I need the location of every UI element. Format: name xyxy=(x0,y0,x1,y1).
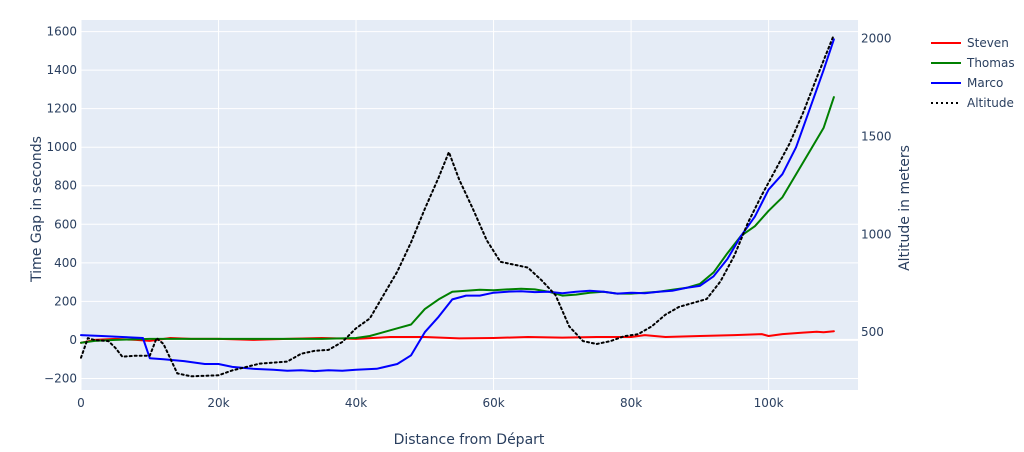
y2-tick-label: 500 xyxy=(861,325,884,339)
x-axis-title: Distance from Départ xyxy=(394,432,545,448)
y-tick-label: 1200 xyxy=(46,102,77,116)
y-tick-label: 0 xyxy=(69,333,77,347)
y2-tick-label: 1000 xyxy=(861,227,892,241)
plot-background xyxy=(81,20,858,390)
series-line-marco xyxy=(80,38,835,373)
y2-tick-label: 1500 xyxy=(861,129,892,143)
y2-axis-title: Altitude in meters xyxy=(897,145,913,271)
y-tick-label: 800 xyxy=(54,179,77,193)
legend-label-thomas: Thomas xyxy=(966,56,1015,70)
y-tick-label: 1000 xyxy=(46,140,77,154)
x-axis-ticks: 0 20k 40k 60k 80k 100k xyxy=(77,396,783,410)
x-tick-label: 60k xyxy=(482,396,504,410)
legend: Steven Thomas Marco Altitude xyxy=(931,36,1015,110)
y-axis-ticks: −200 0 200 400 600 800 1000 1200 1400 1600 xyxy=(44,25,77,386)
y-tick-label: 600 xyxy=(54,217,77,231)
y2-axis-ticks: 500 1000 1500 2000 xyxy=(861,32,892,340)
y-tick-label: 400 xyxy=(54,256,77,270)
y-tick-label: 1400 xyxy=(46,63,77,77)
series-layer xyxy=(80,33,835,378)
y-tick-label: 1600 xyxy=(46,25,77,39)
x-tick-label: 0 xyxy=(77,396,85,410)
x-tick-label: 100k xyxy=(754,396,784,410)
legend-label-marco: Marco xyxy=(967,76,1003,90)
x-tick-label: 40k xyxy=(345,396,367,410)
x-tick-label: 20k xyxy=(207,396,229,410)
legend-label-altitude: Altitude xyxy=(967,96,1014,110)
series-line-altitude xyxy=(80,33,835,378)
x-tick-label: 80k xyxy=(620,396,642,410)
y-tick-label: 200 xyxy=(54,294,77,308)
y-tick-label: −200 xyxy=(44,371,77,385)
y-axis-title: Time Gap in seconds xyxy=(29,136,45,283)
legend-label-steven: Steven xyxy=(967,36,1009,50)
y2-tick-label: 2000 xyxy=(861,32,892,46)
